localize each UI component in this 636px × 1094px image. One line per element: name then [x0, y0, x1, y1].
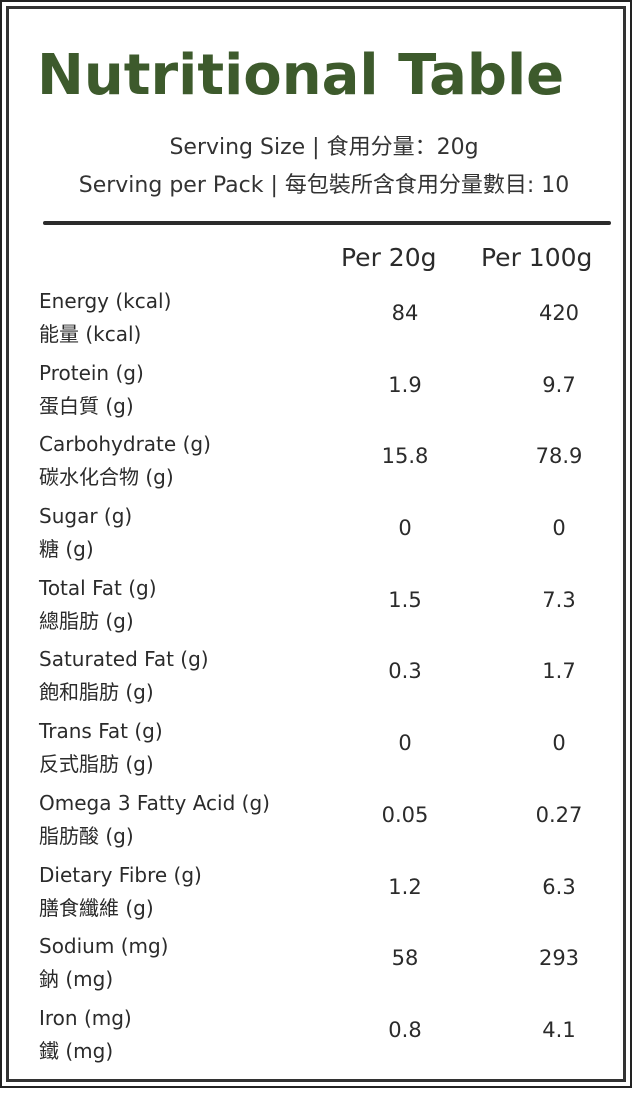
- value-per-100g: 78.9: [535, 444, 583, 469]
- nutrient-label-en: Protein (g): [39, 360, 144, 385]
- table-row: Protein (g) 蛋白質 (g) 1.9 9.7: [39, 359, 619, 431]
- nutrient-label-en: Carbohydrate (g): [39, 432, 211, 457]
- nutrient-label-zh: 脂肪酸 (g): [39, 823, 134, 848]
- value-per-20g: 58: [391, 946, 419, 971]
- table-row: Carbohydrate (g) 碳水化合物 (g) 15.8 78.9: [39, 430, 619, 502]
- serving-size: Serving Size | 食用分量：20g: [169, 135, 479, 160]
- value-per-100g: 1.7: [542, 659, 576, 684]
- value-per-100g: 7.3: [542, 587, 576, 612]
- nutrient-label-en: Saturated Fat (g): [39, 647, 209, 672]
- nutrition-rows: Energy (kcal) 能量 (kcal) 84 420 Protein (…: [39, 287, 619, 1076]
- nutrient-label-zh: 膳食纖維 (g): [39, 895, 154, 920]
- value-per-20g: 1.9: [388, 372, 422, 397]
- value-per-20g: 0: [398, 731, 412, 756]
- value-per-20g: 84: [391, 301, 419, 325]
- value-per-100g: 420: [538, 301, 580, 325]
- divider: [43, 221, 611, 225]
- value-per-20g: 0.3: [388, 659, 422, 684]
- serving-per-pack: Serving per Pack | 每包裝所含食用分量數目: 10: [78, 173, 570, 198]
- table-row: Dietary Fibre (g) 膳食纖維 (g) 1.2 6.3: [39, 861, 619, 933]
- column-header-per-20g: Per 20g: [341, 243, 437, 272]
- value-per-100g: 0.27: [535, 802, 583, 827]
- table-row: Trans Fat (g) 反式脂肪 (g) 0 0: [39, 717, 619, 789]
- nutrient-label-en: Sodium (mg): [39, 934, 169, 959]
- value-per-20g: 0: [398, 516, 412, 541]
- value-per-20g: 0.8: [388, 1017, 422, 1042]
- column-header-per-100g: Per 100g: [481, 243, 593, 272]
- table-row: Omega 3 Fatty Acid (g) 脂肪酸 (g) 0.05 0.27: [39, 789, 619, 861]
- page-title: Nutritional Table: [37, 43, 565, 108]
- nutrient-label-en: Energy (kcal): [39, 289, 172, 313]
- table-row: Total Fat (g) 總脂肪 (g) 1.5 7.3: [39, 574, 619, 646]
- nutrient-label-zh: 能量 (kcal): [39, 322, 142, 346]
- value-per-100g: 293: [538, 946, 580, 971]
- table-row: Sodium (mg) 鈉 (mg) 58 293: [39, 932, 619, 1004]
- nutrient-label-zh: 蛋白質 (g): [39, 393, 134, 418]
- nutrient-label-zh: 碳水化合物 (g): [39, 465, 174, 490]
- nutrient-label-zh: 飽和脂肪 (g): [39, 680, 154, 705]
- value-per-20g: 0.05: [381, 802, 429, 827]
- nutrient-label-zh: 鈉 (mg): [39, 967, 114, 992]
- value-per-100g: 0: [552, 516, 566, 541]
- value-per-100g: 4.1: [542, 1017, 576, 1042]
- nutrient-label-en: Trans Fat (g): [39, 719, 163, 744]
- nutrient-label-en: Sugar (g): [39, 504, 133, 529]
- table-row: Energy (kcal) 能量 (kcal) 84 420: [39, 287, 619, 359]
- value-per-100g: 0: [552, 731, 566, 756]
- nutrient-label-zh: 鐵 (mg): [39, 1038, 114, 1063]
- nutrient-label-zh: 總脂肪 (g): [39, 608, 134, 633]
- value-per-20g: 15.8: [381, 444, 429, 469]
- table-row: Sugar (g) 糖 (g) 0 0: [39, 502, 619, 574]
- table-row: Saturated Fat (g) 飽和脂肪 (g) 0.3 1.7: [39, 645, 619, 717]
- value-per-20g: 1.5: [388, 587, 422, 612]
- nutrient-label-zh: 糖 (g): [39, 537, 94, 562]
- value-per-100g: 6.3: [542, 874, 576, 899]
- nutrient-label-zh: 反式脂肪 (g): [39, 752, 154, 777]
- nutrient-label-en: Iron (mg): [39, 1005, 132, 1030]
- nutrient-label-en: Total Fat (g): [39, 575, 157, 600]
- value-per-100g: 9.7: [542, 372, 576, 397]
- table-row: Iron (mg) 鐵 (mg) 0.8 4.1: [39, 1004, 619, 1076]
- nutrient-label-en: Dietary Fibre (g): [39, 862, 202, 887]
- value-per-20g: 1.2: [388, 874, 422, 899]
- nutrient-label-en: Omega 3 Fatty Acid (g): [39, 790, 270, 815]
